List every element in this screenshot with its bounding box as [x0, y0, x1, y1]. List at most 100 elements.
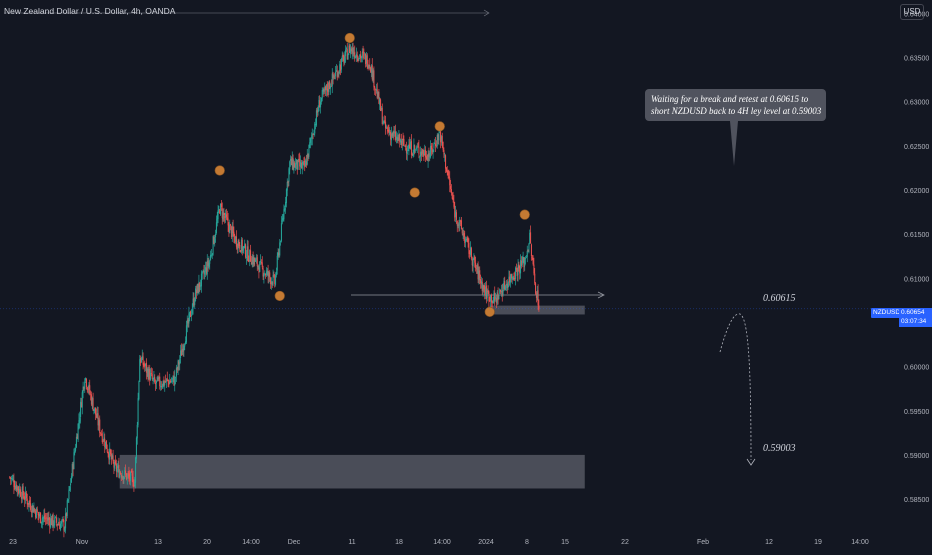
candle-body [75, 447, 77, 451]
price-axis-label: 0.61000 [904, 276, 929, 283]
candle-body [153, 376, 155, 379]
candle-body [60, 521, 62, 524]
candle-body [329, 81, 331, 89]
candle-body [273, 274, 275, 276]
swing-point-marker [214, 165, 225, 176]
candle-body [159, 376, 161, 387]
candle-body [281, 220, 283, 223]
candle-body [177, 360, 179, 370]
candle-body [234, 235, 236, 243]
candle-body [192, 298, 194, 308]
candle-body [468, 242, 470, 254]
candle-body [145, 363, 147, 366]
candle-body [416, 147, 418, 148]
candle-body [449, 177, 451, 186]
candle-body [134, 481, 136, 487]
candle-body [236, 245, 238, 249]
candle-body [411, 153, 413, 156]
candle-body [247, 246, 249, 261]
candle-body [483, 285, 485, 290]
candle-body [232, 226, 234, 233]
candle-body [494, 292, 496, 301]
annotation-line-2: short NZDUSD back to 4H ley level at 0.5… [651, 106, 822, 116]
candle-body [444, 155, 446, 156]
candle-body [141, 355, 143, 360]
candle-body [508, 276, 510, 283]
candle-body [429, 157, 431, 158]
candle-body [403, 138, 405, 146]
candle-body [276, 255, 278, 271]
candle-body [283, 209, 285, 220]
candle-body [421, 150, 423, 155]
candle-body [179, 359, 181, 364]
currency-button[interactable]: USD [900, 4, 924, 20]
candle-body [225, 212, 227, 218]
candle-body [131, 473, 133, 476]
candle-body [289, 161, 291, 170]
candle-body [275, 274, 277, 285]
candle-body [13, 480, 15, 488]
candle-body [15, 485, 17, 489]
candle-body [328, 81, 330, 93]
candle-body [166, 378, 168, 379]
candle-body [224, 216, 226, 219]
candle-body [405, 148, 407, 153]
candle-body [184, 343, 186, 347]
candle-body [87, 388, 89, 390]
candle-body [261, 262, 263, 268]
candle-body [90, 394, 92, 405]
candle-body [321, 90, 323, 99]
candle-body [437, 134, 439, 141]
candle-body [443, 150, 445, 155]
candle-body [377, 92, 379, 98]
candle-body [455, 211, 457, 217]
candle-body [349, 45, 351, 53]
candle-body [505, 284, 507, 286]
time-axis-label: 20 [203, 539, 211, 546]
candle-body [434, 143, 436, 145]
trade-annotation[interactable]: Waiting for a break and retest at 0.6061… [645, 89, 826, 121]
candle-body [54, 517, 56, 526]
candle-body [104, 438, 106, 447]
candle-body [235, 236, 237, 243]
swing-point-marker [484, 306, 495, 317]
swing-point-marker [409, 187, 420, 198]
candle-body [105, 441, 107, 449]
candle-body [373, 70, 375, 88]
candle-body [320, 97, 322, 102]
candle-body [245, 244, 247, 258]
candle-body [154, 377, 156, 383]
candle-body [25, 491, 27, 500]
candle-body [20, 496, 22, 499]
candle-body [40, 512, 42, 524]
candle-body [150, 373, 152, 380]
candle-body [455, 212, 457, 220]
candle-body [255, 258, 257, 260]
candle-body [106, 448, 108, 453]
price-axis-label: 0.64000 [904, 11, 929, 18]
candle-body [410, 140, 412, 155]
neckline-arrow-head [597, 291, 605, 299]
candle-body [94, 407, 96, 410]
candle-body [470, 247, 472, 255]
candle-body [338, 71, 340, 73]
candle-body [29, 500, 31, 505]
candle-body [112, 455, 114, 462]
candle-body [463, 233, 465, 237]
candle-body [113, 461, 115, 468]
candle-body [46, 519, 48, 521]
symbol-title[interactable]: New Zealand Dollar / U.S. Dollar, 4h, OA… [4, 6, 176, 16]
candle-body [245, 256, 247, 259]
candle-body [250, 250, 252, 262]
candle-body [341, 55, 343, 60]
candle-body [346, 48, 348, 60]
candle-body [407, 150, 409, 152]
candle-body [117, 465, 119, 469]
candle-body [191, 308, 193, 314]
candle-body [85, 378, 87, 388]
candle-body [440, 136, 442, 142]
candle-body [100, 432, 102, 434]
price-axis-label: 0.59000 [904, 453, 929, 460]
